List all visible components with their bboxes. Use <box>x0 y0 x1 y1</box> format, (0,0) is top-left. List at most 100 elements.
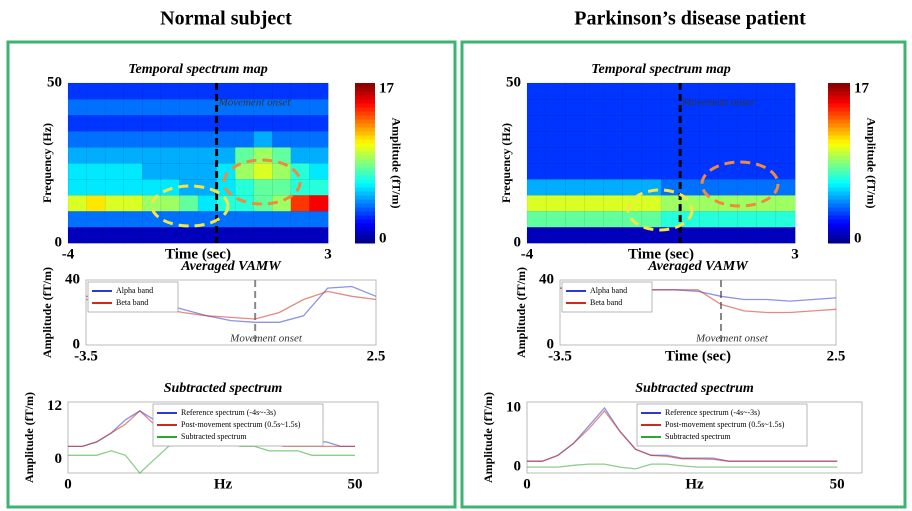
y-tick-label: 50 <box>506 74 521 90</box>
heat-cell <box>699 130 719 148</box>
x-tick-label: -4 <box>62 246 75 262</box>
heat-cell <box>160 194 180 212</box>
panel-frame <box>6 40 457 509</box>
heat-cell <box>545 114 566 132</box>
heat-cell <box>104 98 125 116</box>
heat-cell <box>679 114 700 132</box>
colorbar-step <box>355 231 375 236</box>
colorbar-step <box>828 103 850 108</box>
colorbar-step <box>355 159 375 164</box>
legend-box <box>561 281 653 313</box>
legend-label: Beta band <box>590 298 622 307</box>
colorbar-step <box>828 83 850 88</box>
heat-cell <box>622 98 643 116</box>
heat-cell <box>526 82 547 100</box>
y-axis-label: Amplitude (fT/m) <box>481 392 495 483</box>
heat-cell <box>123 210 143 228</box>
heat-cell <box>718 178 739 196</box>
heat-cell <box>123 146 143 164</box>
heat-cell <box>756 114 777 132</box>
colorbar-step <box>828 159 850 164</box>
x-axis-label: Time (sec) <box>628 246 694 262</box>
heat-cell <box>179 162 199 180</box>
heat-cell <box>565 98 585 116</box>
heat-cell <box>545 130 566 148</box>
colorbar-step <box>828 123 850 128</box>
colorbar-step <box>355 83 375 88</box>
heat-cell <box>142 194 162 212</box>
heat-cell <box>197 82 218 100</box>
heat-cell <box>123 194 143 212</box>
heat-cell <box>641 210 662 228</box>
highlight <box>700 160 780 208</box>
heat-cell <box>86 82 106 100</box>
y-axis-label: Amplitude (fT/m) <box>22 392 36 483</box>
colorbar-step <box>355 147 375 152</box>
colorbar-step <box>828 199 850 204</box>
heat-cell <box>679 226 700 244</box>
x-tick-label: 0 <box>523 476 531 492</box>
legend-label: Alpha band <box>116 286 153 295</box>
heat-cell <box>253 130 273 148</box>
heat-cell <box>565 82 585 100</box>
heat-cell <box>737 226 758 244</box>
heat-cell <box>775 226 796 244</box>
heat-cell <box>775 82 796 100</box>
heat-cell <box>160 82 180 100</box>
heat-cell <box>603 130 624 148</box>
heat-cell <box>641 98 662 116</box>
heat-cell <box>142 114 162 132</box>
heat-cell <box>737 210 758 228</box>
colorbar-step <box>828 195 850 200</box>
heat-cell <box>309 146 329 164</box>
colorbar-step <box>355 239 375 244</box>
heat-cell <box>104 178 125 196</box>
heat-cell <box>160 178 180 196</box>
heat-cell <box>67 226 88 244</box>
heat-cell <box>160 210 180 228</box>
x-axis-label: Hz <box>214 476 233 492</box>
heat-cell <box>290 130 310 148</box>
legend-label: Post-movement spectrum (0.5s~1.5s) <box>665 420 785 429</box>
heat-cell <box>272 162 292 180</box>
heat-cell <box>67 114 88 132</box>
heat-cell <box>142 82 162 100</box>
heat-cell <box>123 130 143 148</box>
y-tick-label: 0 <box>514 459 522 475</box>
heat-cell <box>526 194 547 212</box>
heat-cell <box>104 194 125 212</box>
heat-cell <box>526 226 547 244</box>
heat-cell <box>234 114 255 132</box>
heat-cell <box>756 210 777 228</box>
colorbar-step <box>355 235 375 240</box>
heat-cell <box>160 162 180 180</box>
heat-cell <box>641 82 662 100</box>
heat-cell <box>142 146 162 164</box>
panel-title: Normal subject <box>160 8 292 30</box>
charts: 0 17 Amplitude (fT/m) -4 3 0 50 Temporal spectr… <box>22 62 879 492</box>
colorbar-step <box>355 143 375 148</box>
heat-cell <box>67 146 88 164</box>
heat-cell <box>123 226 143 244</box>
heat-cell <box>160 114 180 132</box>
colorbar-step <box>828 163 850 168</box>
heat-cell <box>622 130 643 148</box>
heat-cell <box>603 194 624 212</box>
heat-cell <box>86 98 106 116</box>
heat-cell <box>756 146 777 164</box>
heat-cell <box>660 114 681 132</box>
colorbar-tick-label: 17 <box>854 80 870 96</box>
heat-cell <box>660 210 681 228</box>
heat-cell <box>737 178 758 196</box>
heat-cell <box>584 146 605 164</box>
colorbar-tick-label: 0 <box>379 230 387 246</box>
colorbar-step <box>828 91 850 96</box>
heat-cell <box>104 82 125 100</box>
heat-cell <box>526 178 547 196</box>
colorbar-step <box>828 127 850 132</box>
heat-cell <box>641 114 662 132</box>
colorbar-step <box>355 223 375 228</box>
colorbar-step <box>355 127 375 132</box>
heat-cell <box>216 226 236 244</box>
